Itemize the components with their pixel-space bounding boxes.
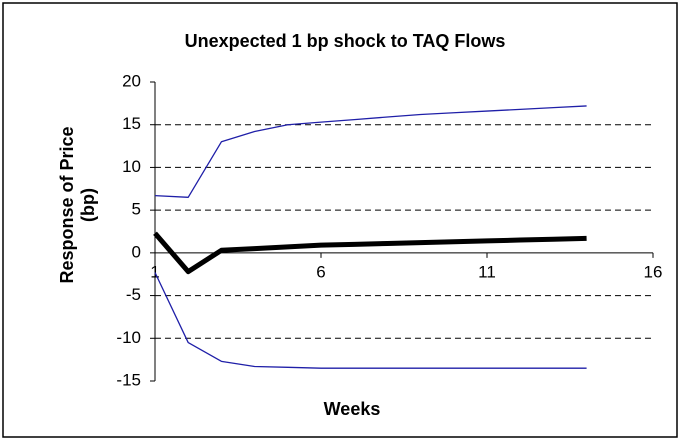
- x-tick-label: 11: [478, 262, 496, 281]
- y-tick-label: 0: [132, 242, 141, 261]
- y-tick-label: 5: [132, 200, 141, 219]
- y-tick-label: -5: [126, 285, 141, 304]
- y-tick-label: 20: [122, 71, 141, 90]
- series-line: [154, 105, 587, 198]
- chart-title: Unexpected 1 bp shock to TAQ Flows: [185, 31, 506, 51]
- series-line: [153, 231, 587, 275]
- series-line: [154, 272, 587, 369]
- x-axis-label: Weeks: [324, 399, 381, 419]
- y-tick-label: 10: [122, 157, 141, 176]
- x-tick-label: 16: [644, 262, 663, 281]
- y-tick-label: -15: [116, 370, 141, 389]
- y-axis-label: Response of Price (bp): [57, 126, 98, 284]
- x-tick-label: 1: [150, 262, 159, 281]
- y-tick-label: -10: [116, 328, 141, 347]
- y-tick-label: 15: [122, 114, 141, 133]
- x-tick-label: 6: [316, 262, 325, 281]
